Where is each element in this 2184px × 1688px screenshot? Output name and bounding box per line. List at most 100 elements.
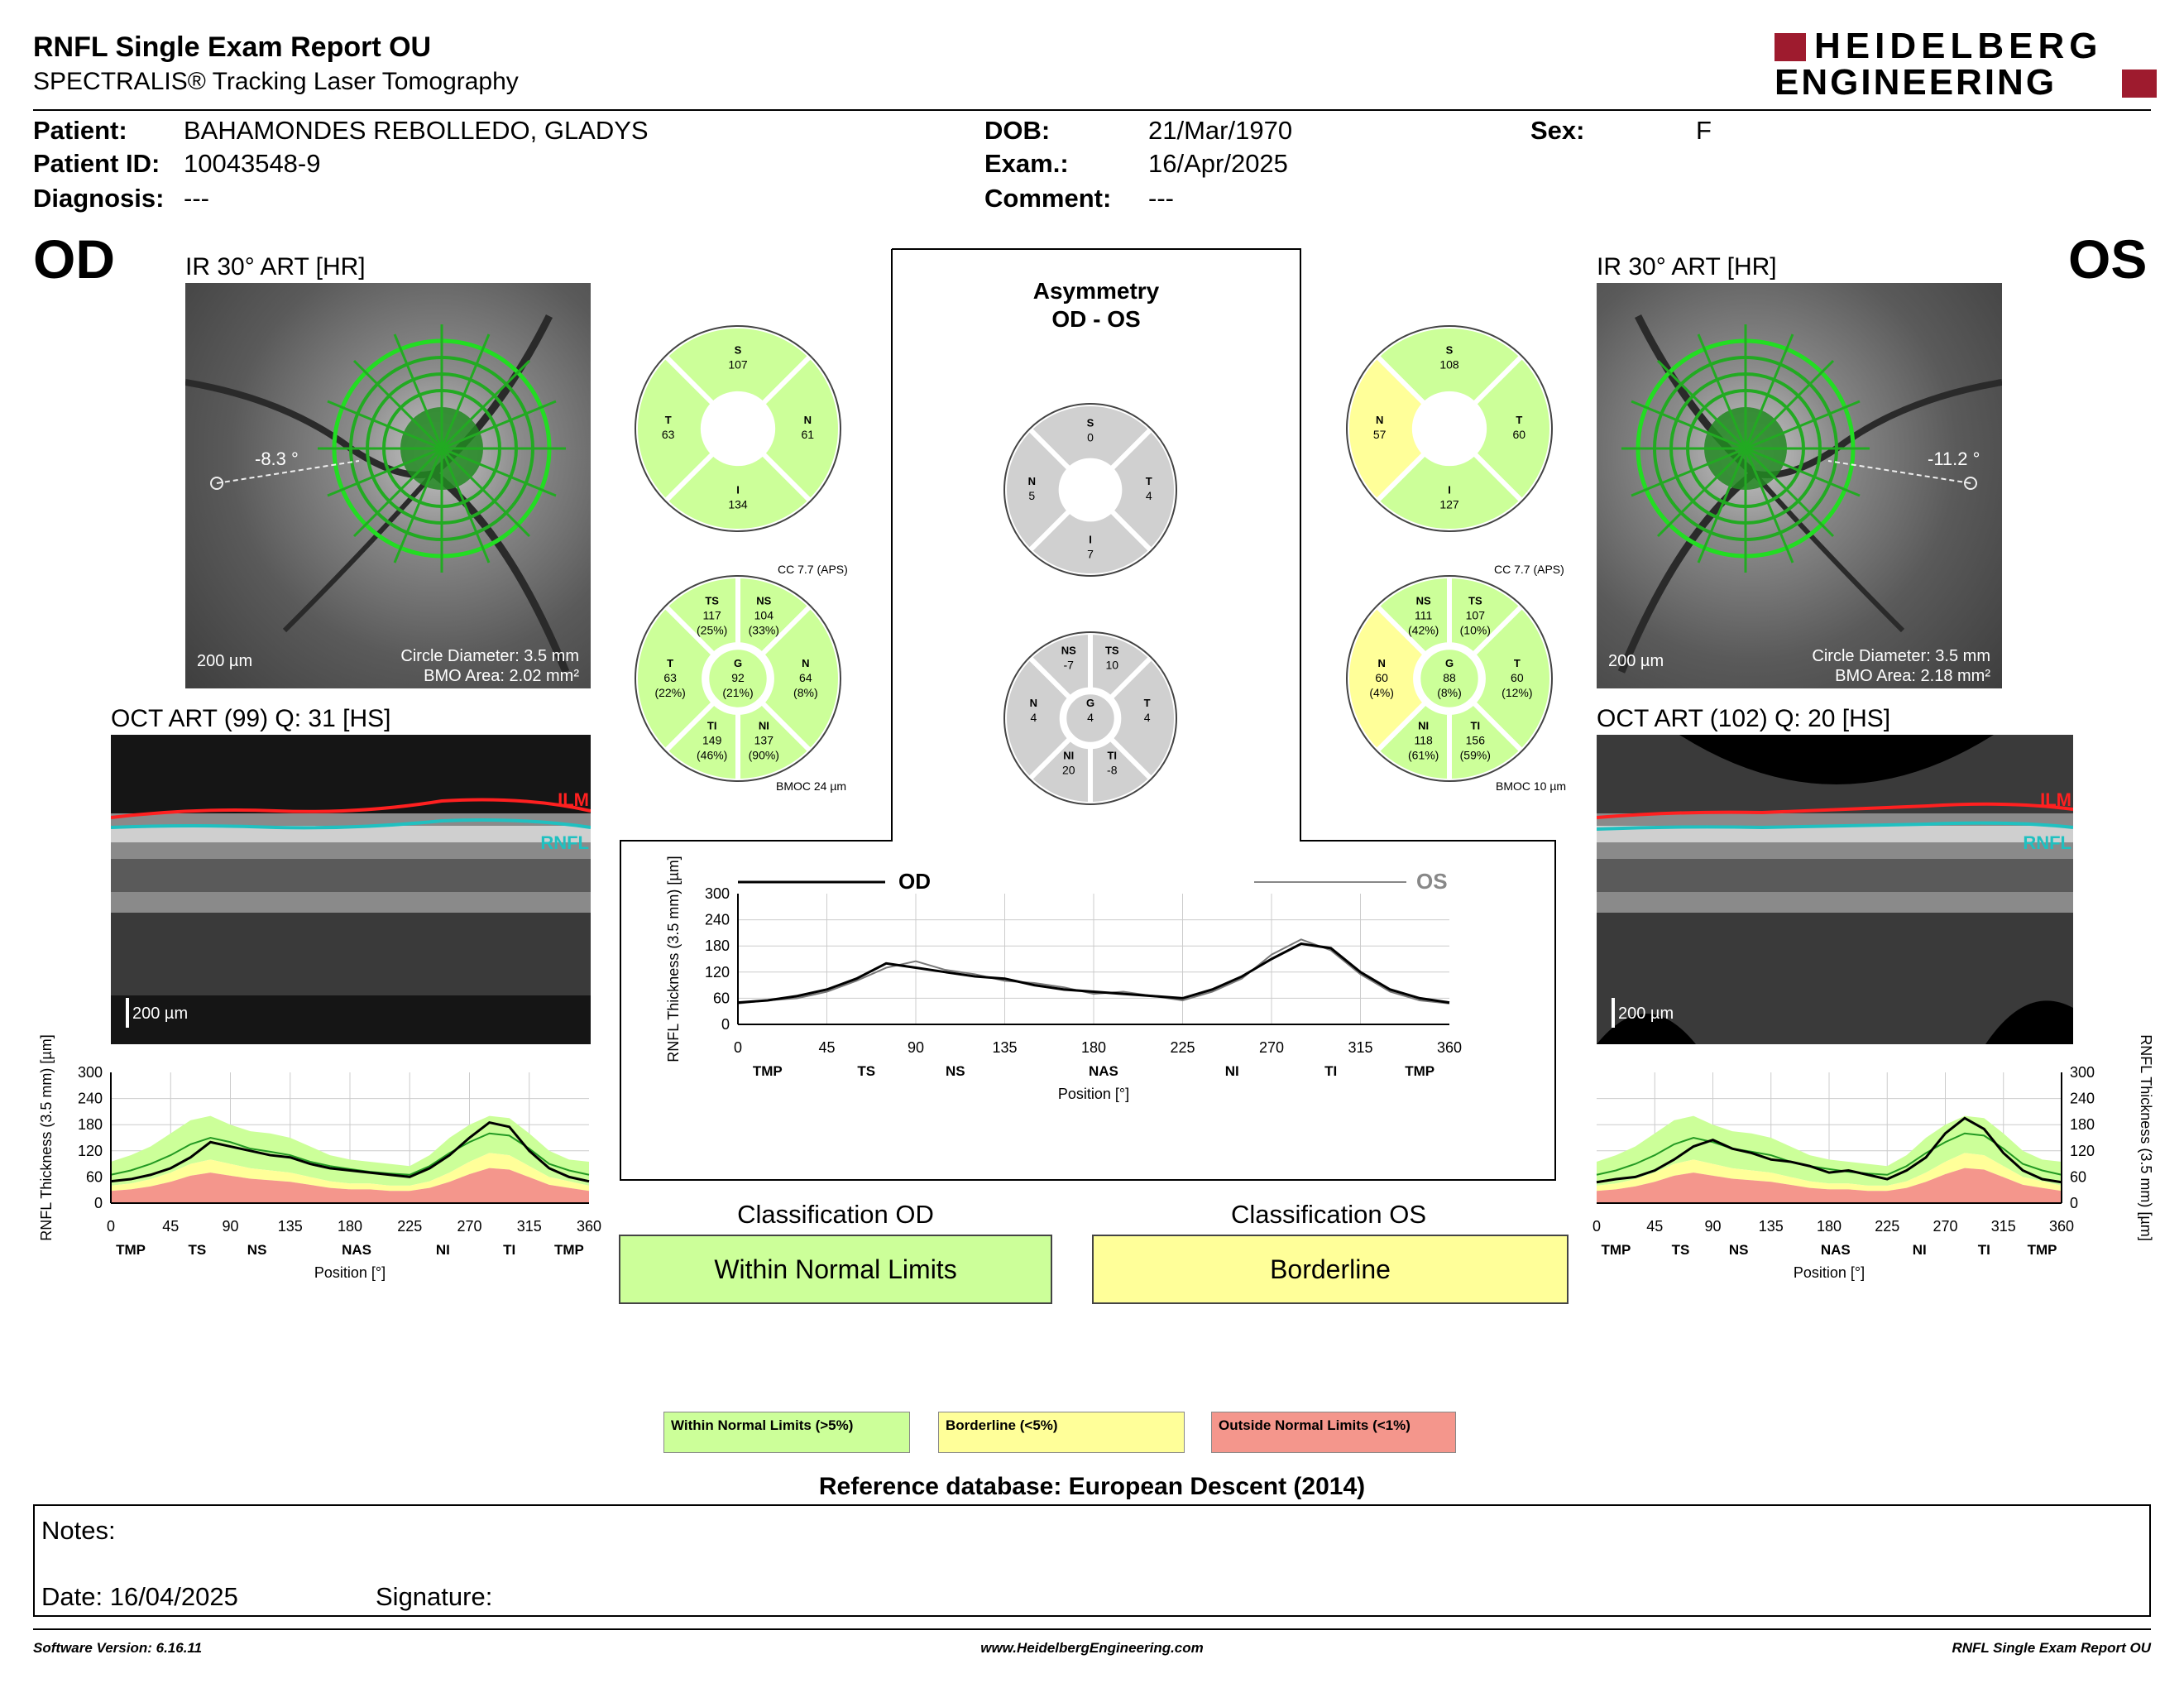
asym-4-sector-i-label: I [1089, 534, 1092, 546]
os-rnfl-chart-xtick-0: 0 [1592, 1218, 1601, 1235]
asym-rnfl-chart-ytick-180: 180 [705, 938, 730, 954]
sector-diagrams: S107I134T63N61NS104(33%)N64(8%)NI137(90%… [633, 324, 1554, 808]
od-6-sector-ti-pct: (46%) [697, 749, 727, 762]
asym-6-sector-ns-value: -7 [1064, 659, 1075, 672]
os-4-sector-t-value: 60 [1513, 428, 1526, 441]
od-6-sector-n-label: N [802, 657, 809, 669]
exam-label: Exam.: [984, 149, 1069, 178]
os-rnfl-chart-ytick-120: 120 [2070, 1143, 2095, 1159]
notes-box[interactable]: Notes: Date: 16/04/2025 Signature: [33, 1504, 2151, 1617]
asym-6-sector-ts-label: TS [1105, 645, 1119, 657]
od-rnfl-chart-borderline-band [111, 1153, 589, 1192]
od-rnfl-chart-sector-tmp-6: TMP [554, 1242, 584, 1258]
os-4-sector-n-value: 57 [1373, 428, 1387, 441]
asym-rnfl-chart-sector-ts-1: TS [857, 1063, 875, 1079]
asym-6-sector-ts-value: 10 [1105, 659, 1118, 672]
logo-line2: ENGINEERING [1774, 62, 2057, 103]
od-rnfl-chart-ytick-300: 300 [78, 1064, 103, 1081]
os-6-sector-n-value: 60 [1375, 671, 1388, 684]
asym-rnfl-chart-xtick-180: 180 [1081, 1039, 1106, 1056]
os-ir-label: IR 30° ART [HR] [1597, 253, 1777, 281]
asym-rnfl-chart-sector-ns-2: NS [946, 1063, 965, 1079]
asym-rnfl-chart-xtick-90: 90 [908, 1039, 924, 1056]
diagnosis-value: --- [184, 184, 209, 213]
asym-4-sector-n-label: N [1028, 475, 1036, 487]
os-6-sector-ns-value: 111 [1415, 608, 1432, 621]
asym-rnfl-chart-xlabel: Position [°] [1058, 1086, 1129, 1102]
center-panel-frame [620, 248, 1556, 1181]
od-4-sector-t-value: 63 [662, 428, 675, 441]
os-6-sector-ns-label: NS [1416, 594, 1431, 607]
patient-id-value: 10043548-9 [184, 149, 321, 178]
od-eye-label: OD [33, 228, 115, 290]
od-rnfl-label: RNFL [540, 832, 589, 853]
od-4-sector-t-label: T [665, 414, 672, 426]
os-classification-label: Classification OS [1230, 1200, 1427, 1229]
os-rnfl-chart-sector-ni-4: NI [1913, 1242, 1927, 1258]
os-6-sector-ti-value: 156 [1466, 734, 1486, 747]
asym-4-sector-i-value: 7 [1087, 548, 1094, 561]
od-classification-box: Within Normal Limits [619, 1235, 1052, 1304]
os-rnfl-chart-ytick-0: 0 [2070, 1195, 2078, 1211]
od-rnfl-chart-ytick-180: 180 [78, 1116, 103, 1133]
od-rnfl-chart-ylabel: RNFL Thickness (3.5 mm) [µm] [38, 1034, 55, 1240]
os-rnfl-label: RNFL [2023, 832, 2071, 853]
od-rnfl-chart-xlabel: Position [°] [314, 1264, 386, 1281]
asym-rnfl-chart-ytick-240: 240 [705, 912, 730, 928]
od-6-sector-ti-value: 149 [702, 734, 722, 747]
website-link[interactable]: www.HeidelbergEngineering.com [980, 1640, 1204, 1656]
od-fundus-image: -8.3 ° 200 µm Circle Diameter: 3.5 mm BM… [185, 283, 591, 688]
software-version: Software Version: 6.16.11 [33, 1640, 203, 1656]
os-circle-diameter: Circle Diameter: 3.5 mm [1812, 647, 1990, 665]
sex-value: F [1696, 116, 1712, 145]
asym-4-sector-t-value: 4 [1146, 489, 1152, 502]
od-rnfl-chart-xtick-360: 360 [577, 1218, 601, 1235]
od-rnfl-chart-xtick-90: 90 [222, 1218, 238, 1235]
od-rnfl-chart-sector-ti-5: TI [503, 1242, 515, 1258]
od-6-sector-n-pct: (8%) [793, 686, 818, 699]
od-6-sector-ni-value: 137 [754, 734, 774, 747]
od-oct-label: OCT ART (99) Q: 31 [HS] [111, 705, 391, 732]
asym-4-sector-s-label: S [1087, 416, 1094, 429]
od-6-sector-ni-label: NI [759, 720, 769, 732]
asym-4-sector-t-label: T [1146, 475, 1152, 487]
od-4-sector-s-value: 107 [728, 358, 748, 372]
os-classification-box: Borderline [1092, 1235, 1569, 1304]
asym-rnfl-chart-ytick-300: 300 [705, 885, 730, 902]
od-4-sector-i-label: I [736, 483, 740, 496]
os-6-sector-ni-pct: (61%) [1408, 749, 1439, 762]
os-oct-scale: 200 µm [1618, 1005, 1674, 1023]
exam-value: 16/Apr/2025 [1148, 149, 1288, 178]
od-oct-bscan [111, 798, 591, 995]
os-6-sector-ti-pct: (59%) [1460, 749, 1491, 762]
os-rnfl-chart-xtick-360: 360 [2049, 1218, 2074, 1235]
asym-rnfl-chart-od-line [737, 942, 1450, 1005]
os-rnfl-chart-sector-tmp-6: TMP [2028, 1242, 2057, 1258]
os-rnfl-chart-xtick-135: 135 [1759, 1218, 1784, 1235]
od-angle-label: -8.3 ° [255, 448, 299, 469]
od-rnfl-chart-sector-ts-1: TS [188, 1242, 206, 1258]
os-oct-image: ILM RNFL 200 µm [1597, 735, 2073, 1044]
os-6-sector-ns-pct: (42%) [1408, 623, 1439, 636]
asym-6-sector-ni-label: NI [1063, 749, 1074, 761]
od-rnfl-chart-normal-band [111, 1115, 589, 1186]
os-rnfl-chart-ytick-180: 180 [2070, 1116, 2095, 1133]
od-6-sector-t-value: 63 [663, 671, 677, 684]
header-divider [33, 109, 2151, 111]
od-rnfl-chart-xtick-180: 180 [338, 1218, 362, 1235]
asym-6-sector-g-label: G [1086, 697, 1094, 709]
od-fundus-overlay [185, 314, 570, 674]
asym-rnfl-chart-ylabel: RNFL Thickness (3.5 mm) [µm] [665, 856, 682, 1062]
os-rnfl-chart-xtick-90: 90 [1704, 1218, 1721, 1235]
od-6-sector-g-label: G [734, 657, 742, 669]
od-6-sector-ti-label: TI [707, 720, 717, 732]
os-6-sector-n-label: N [1377, 657, 1385, 669]
od-6-sector-g-value: 92 [731, 671, 745, 684]
os-6-sector-ts-value: 107 [1466, 608, 1486, 621]
od-circle-diameter: Circle Diameter: 3.5 mm [400, 647, 579, 665]
os-rnfl-chart-xtick-45: 45 [1646, 1218, 1663, 1235]
os-4-sector-t-label: T [1516, 414, 1522, 426]
logo-red-block-bottom [2122, 70, 2157, 98]
os-ir-scale: 200 µm [1608, 652, 1664, 670]
